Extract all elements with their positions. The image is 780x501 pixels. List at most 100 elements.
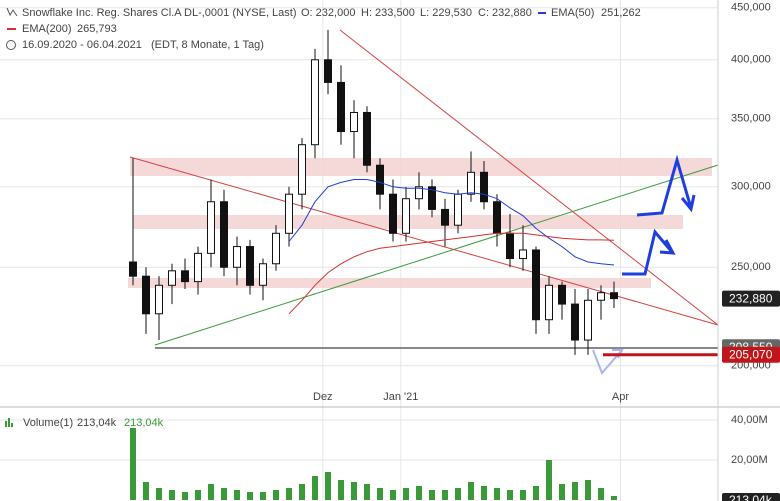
volume-bar (545, 460, 552, 500)
volume-bar (285, 488, 292, 500)
volume-value: 213,04k (77, 417, 117, 429)
candle-body (583, 299, 592, 341)
labels: 200,000250,000300,000350,000400,000450,0… (313, 2, 780, 501)
volume-bar (597, 488, 604, 500)
volume-bar (324, 472, 331, 500)
candle-body (557, 284, 566, 305)
volume-bar (467, 482, 474, 500)
candle-body (193, 252, 202, 283)
price-label: 232,880 (729, 291, 773, 305)
volume-bar (402, 488, 409, 500)
volume-bar (246, 492, 253, 500)
x-tick-label: Apr (612, 391, 629, 403)
volume-bar (155, 488, 162, 500)
ema-line (288, 232, 615, 315)
y-tick-label: 450,000 (731, 2, 771, 14)
candle-body (492, 201, 501, 234)
candle-body (479, 171, 488, 203)
candle-body (596, 292, 605, 301)
candle-body (271, 232, 280, 265)
volume-bar (415, 486, 422, 500)
volume-bar (389, 490, 396, 500)
period-note: (EDT, 8 Monate, 1 Tag) (151, 39, 264, 51)
candle-body (427, 186, 436, 210)
volume-bar (298, 484, 305, 500)
candle-body (258, 263, 267, 286)
trend-line (129, 156, 719, 326)
price-label-box (722, 290, 780, 307)
volume-bar (493, 488, 500, 500)
candle-body (167, 270, 176, 286)
volume-bar (532, 486, 539, 500)
y-tick-label: 20,00M (731, 454, 768, 466)
volume-bar (454, 488, 461, 500)
quote: O: 232,000 (301, 7, 355, 19)
candle-body (505, 232, 514, 260)
candle-body (206, 201, 215, 254)
candle-body (323, 59, 332, 83)
candle-body (531, 249, 540, 321)
volume-bar (584, 480, 591, 500)
volume-bar (363, 484, 370, 500)
candle-body (219, 201, 228, 268)
volume-bar (558, 484, 565, 500)
header: Snowflake Inc. Reg. Shares Cl.A DL-,0001… (5, 7, 641, 429)
x-tick-label: Jan '21 (383, 391, 418, 403)
candle-body (388, 193, 397, 234)
quote: L: 229,530 (420, 7, 472, 19)
candle-body (440, 208, 449, 226)
candle-body (609, 292, 618, 300)
candle-body (570, 303, 579, 341)
candle-body (284, 193, 293, 234)
price-label: 205,070 (729, 347, 773, 361)
icon (5, 418, 13, 427)
volume-bar (129, 428, 136, 500)
trend-line (154, 164, 719, 346)
candle-body (349, 111, 358, 133)
volume-bar (428, 490, 435, 500)
candle-body (362, 111, 371, 166)
price-label-box (722, 346, 780, 363)
volume-bar (337, 480, 344, 500)
candle-body (518, 249, 527, 260)
volume-bar (571, 482, 578, 500)
quote: C: 232,880 (478, 7, 532, 19)
volume-bar (220, 488, 227, 500)
volume-title: Volume(1) (23, 417, 73, 429)
arrow (622, 228, 676, 276)
period: 16.09.2020 - 06.04.2021 (22, 39, 142, 51)
candle-body (466, 171, 475, 195)
volume-value: 213,04k (124, 417, 164, 429)
candle-body (297, 144, 306, 195)
candle-body (453, 193, 462, 226)
legend-value: 251,262 (601, 7, 641, 19)
candle-body (128, 261, 137, 277)
zone (130, 158, 712, 176)
candle-body (375, 164, 384, 195)
volume-bar (194, 490, 201, 500)
plot (128, 29, 718, 500)
legend-value: 265,793 (77, 23, 117, 35)
quote: H: 233,500 (361, 7, 415, 19)
zone (128, 278, 651, 288)
candle-body (154, 284, 163, 315)
arrow (636, 154, 696, 217)
volume-bar (168, 490, 175, 500)
candle-body (414, 186, 423, 200)
legend-label: EMA(50) (551, 7, 594, 19)
y-tick-label: 250,000 (731, 261, 771, 273)
candle-body (336, 81, 345, 133)
candle-body (180, 270, 189, 283)
volume-bar (272, 490, 279, 500)
volume-bar (207, 484, 214, 500)
y-tick-label: 40,00M (731, 414, 768, 426)
chart-title: Snowflake Inc. Reg. Shares Cl.A DL-,0001… (22, 7, 297, 19)
volume-label-box (722, 493, 780, 501)
candle-body (232, 246, 241, 268)
candle-body (401, 198, 410, 234)
y-tick-label: 350,000 (731, 113, 771, 125)
ema-line (288, 179, 615, 266)
volume-bar (350, 482, 357, 500)
